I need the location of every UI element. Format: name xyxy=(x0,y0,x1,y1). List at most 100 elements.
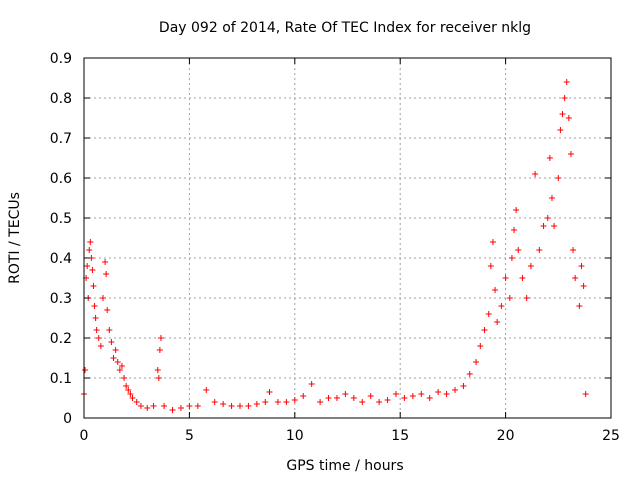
data-point xyxy=(576,303,583,309)
y-tick-label: 0.4 xyxy=(50,251,72,267)
data-point xyxy=(342,391,349,397)
data-point xyxy=(359,399,366,405)
chart-title: Day 092 of 2014, Rate Of TEC Index for r… xyxy=(159,20,531,36)
data-point xyxy=(274,399,281,405)
data-point xyxy=(523,295,530,301)
data-point xyxy=(161,403,168,409)
data-point xyxy=(89,267,96,273)
data-point xyxy=(418,391,425,397)
data-point xyxy=(103,271,110,277)
data-point xyxy=(236,403,243,409)
y-tick-label: 0.9 xyxy=(50,51,72,67)
data-point xyxy=(245,403,252,409)
plot-frame xyxy=(83,57,612,419)
data-point xyxy=(169,407,176,413)
data-point xyxy=(228,403,235,409)
data-point xyxy=(308,381,315,387)
data-point xyxy=(582,391,589,397)
y-tick-label: 0.5 xyxy=(50,211,72,227)
data-point xyxy=(570,247,577,253)
data-point xyxy=(555,175,562,181)
data-point xyxy=(155,375,162,381)
y-tick-label: 0.8 xyxy=(50,91,72,107)
data-point xyxy=(266,389,273,395)
data-point xyxy=(154,367,161,373)
data-point xyxy=(557,127,564,133)
data-point xyxy=(565,115,572,121)
data-point xyxy=(578,263,585,269)
data-point xyxy=(110,355,117,361)
y-tick-label: 0.6 xyxy=(50,171,72,187)
y-axis-label: ROTI / TECUs xyxy=(7,192,23,284)
data-point xyxy=(112,347,119,353)
data-point xyxy=(84,263,91,269)
data-point xyxy=(123,383,130,389)
data-point xyxy=(156,347,163,353)
x-tick-label: 10 xyxy=(286,428,304,444)
data-point xyxy=(118,363,125,369)
y-tick-label: 0 xyxy=(63,411,72,427)
data-point xyxy=(502,275,509,281)
data-point xyxy=(561,95,568,101)
data-point xyxy=(350,395,357,401)
data-point xyxy=(519,275,526,281)
data-point xyxy=(409,393,416,399)
data-point xyxy=(376,399,383,405)
data-point xyxy=(194,403,201,409)
data-point xyxy=(443,391,450,397)
data-point xyxy=(137,403,144,409)
x-tick-label: 0 xyxy=(80,428,89,444)
data-point xyxy=(186,403,193,409)
grid-lines xyxy=(84,58,611,418)
data-point xyxy=(114,359,121,365)
data-point xyxy=(508,255,515,261)
data-point xyxy=(121,375,128,381)
data-point xyxy=(291,397,298,403)
data-point xyxy=(102,259,109,265)
data-point xyxy=(333,395,340,401)
data-point xyxy=(392,391,399,397)
data-point xyxy=(498,303,505,309)
data-point xyxy=(481,327,488,333)
data-point xyxy=(104,307,111,313)
data-point xyxy=(93,327,100,333)
data-point xyxy=(536,247,543,253)
data-point xyxy=(563,79,570,85)
data-point xyxy=(211,399,218,405)
data-point xyxy=(452,387,459,393)
data-point xyxy=(106,327,113,333)
data-point xyxy=(506,295,513,301)
data-point xyxy=(87,239,94,245)
data-point xyxy=(466,371,473,377)
data-point xyxy=(384,397,391,403)
data-point xyxy=(551,223,558,229)
data-point xyxy=(177,405,184,411)
data-point xyxy=(300,393,307,399)
data-point xyxy=(133,399,140,405)
data-point xyxy=(477,343,484,349)
data-point xyxy=(97,343,104,349)
data-point xyxy=(367,393,374,399)
data-point xyxy=(90,283,97,289)
data-point xyxy=(401,395,408,401)
data-point xyxy=(473,359,480,365)
x-tick-label: 15 xyxy=(391,428,409,444)
data-point xyxy=(129,395,136,401)
data-point xyxy=(548,195,555,201)
data-point xyxy=(559,111,566,117)
data-point xyxy=(253,401,260,407)
data-point xyxy=(487,263,494,269)
x-tick-label: 5 xyxy=(185,428,194,444)
data-point xyxy=(494,319,501,325)
data-point xyxy=(426,395,433,401)
data-point xyxy=(325,395,332,401)
x-tick-label: 20 xyxy=(497,428,515,444)
data-point xyxy=(492,287,499,293)
data-point xyxy=(527,263,534,269)
data-point xyxy=(150,403,157,409)
x-axis-ticks: 0 5 10 15 20 25 xyxy=(80,58,620,444)
x-axis-label: GPS time / hours xyxy=(286,458,403,474)
data-point xyxy=(108,339,115,345)
data-point xyxy=(489,239,496,245)
data-point xyxy=(92,315,99,321)
